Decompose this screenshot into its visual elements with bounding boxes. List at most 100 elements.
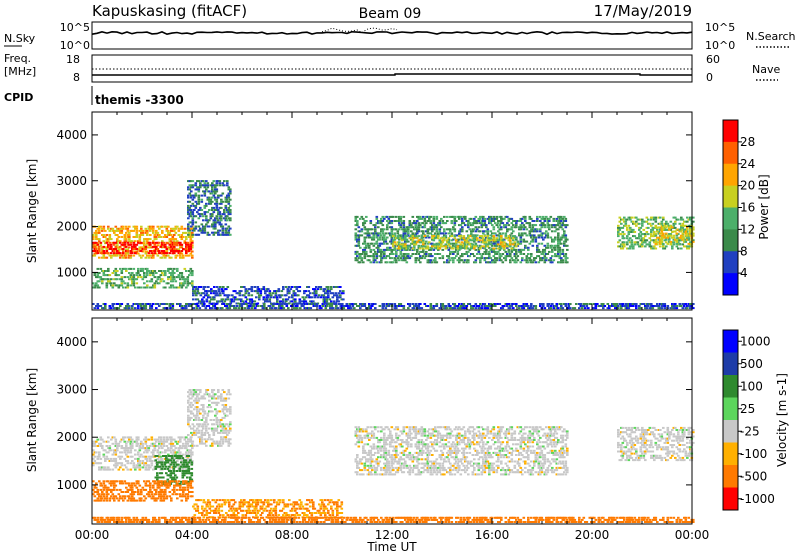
- power-cell: [665, 237, 668, 240]
- power-cell: [525, 305, 529, 307]
- power-cell: [168, 305, 172, 307]
- power-cell: [95, 276, 98, 279]
- power-cell: [455, 255, 458, 258]
- power-cell: [447, 241, 451, 244]
- power-cell: [363, 226, 367, 229]
- power-cell: [210, 307, 214, 310]
- power-cell: [398, 224, 401, 227]
- power-cell: [519, 253, 523, 255]
- power-cell: [534, 230, 538, 233]
- power-cell: [539, 230, 542, 233]
- velocity-cell: [179, 451, 182, 454]
- power-cell: [147, 227, 151, 230]
- power-cell: [140, 270, 143, 272]
- power-cell: [171, 284, 175, 287]
- power-cell: [205, 211, 208, 214]
- velocity-cell: [185, 440, 188, 443]
- power-cell: [170, 267, 173, 270]
- power-cell: [149, 274, 152, 277]
- power-cell: [381, 236, 385, 239]
- power-cell: [546, 222, 550, 225]
- velocity-cell: [152, 468, 155, 471]
- power-cell: [194, 188, 198, 191]
- power-cell: [557, 224, 560, 227]
- power-cell: [197, 190, 201, 193]
- power-cell: [227, 225, 231, 228]
- power-cell: [554, 236, 557, 239]
- power-cell: [426, 305, 430, 307]
- power-cell: [180, 274, 184, 277]
- power-cell: [420, 217, 424, 220]
- power-cell: [363, 246, 367, 249]
- power-cell: [413, 222, 416, 225]
- power-cell: [213, 296, 216, 299]
- power-cell: [365, 244, 368, 247]
- power-cell: [279, 303, 283, 305]
- power-cell: [327, 292, 330, 295]
- power-cell: [477, 250, 481, 253]
- power-cell: [252, 300, 255, 303]
- power-cell: [188, 188, 192, 191]
- power-cell: [206, 305, 209, 307]
- power-cell: [405, 239, 409, 242]
- power-cell: [177, 274, 181, 277]
- power-cell: [662, 245, 665, 248]
- power-cell: [165, 225, 169, 228]
- power-cell: [551, 303, 554, 305]
- power-cell: [356, 224, 359, 227]
- velocity-cell: [125, 442, 128, 445]
- power-cell: [432, 244, 436, 247]
- power-cell: [274, 292, 278, 295]
- velocity-cell: [167, 457, 170, 460]
- power-cell: [497, 303, 500, 305]
- power-cell: [158, 252, 161, 255]
- power-cell: [96, 303, 100, 305]
- power-cell: [654, 218, 658, 221]
- power-cell: [171, 241, 175, 244]
- power-cell: [92, 286, 95, 289]
- velocity-cell: [93, 451, 97, 454]
- power-cell: [250, 288, 254, 291]
- power-cell: [176, 303, 179, 305]
- power-cell: [689, 241, 692, 244]
- power-cell: [125, 231, 128, 234]
- power-cell: [224, 204, 228, 207]
- power-cell: [281, 305, 284, 307]
- power-cell: [518, 242, 521, 245]
- power-cell: [516, 241, 520, 244]
- power-cell: [656, 230, 659, 233]
- power-cell: [461, 241, 464, 244]
- power-cell: [480, 255, 484, 258]
- power-cell: [113, 270, 116, 272]
- power-cell: [687, 237, 691, 240]
- power-cell: [217, 211, 220, 214]
- power-cell: [220, 288, 224, 291]
- power-cell: [95, 229, 98, 232]
- power-cell: [171, 278, 175, 281]
- power-cell: [653, 218, 656, 221]
- velocity-cell: [146, 468, 149, 471]
- power-cell: [134, 278, 137, 281]
- power-cell: [262, 288, 266, 291]
- power-cell: [147, 303, 151, 305]
- power-cell: [218, 213, 222, 216]
- power-cell: [202, 231, 205, 234]
- velocity-cell: [146, 438, 149, 441]
- power-cell: [681, 232, 685, 235]
- power-cell: [340, 298, 344, 301]
- power-cell: [549, 259, 553, 262]
- power-cell: [554, 305, 557, 307]
- power-cell: [486, 235, 490, 238]
- power-cell: [339, 286, 342, 288]
- power-cell: [492, 303, 496, 305]
- power-cell: [206, 233, 210, 236]
- power-cell: [212, 221, 216, 224]
- velocity-cell: [188, 451, 191, 454]
- power-cell: [208, 196, 211, 199]
- velocity-cell: [185, 445, 188, 447]
- power-cell: [380, 253, 383, 255]
- power-cell: [390, 226, 394, 229]
- power-cell: [152, 272, 155, 274]
- power-cell: [392, 228, 395, 231]
- power-cell: [274, 296, 278, 299]
